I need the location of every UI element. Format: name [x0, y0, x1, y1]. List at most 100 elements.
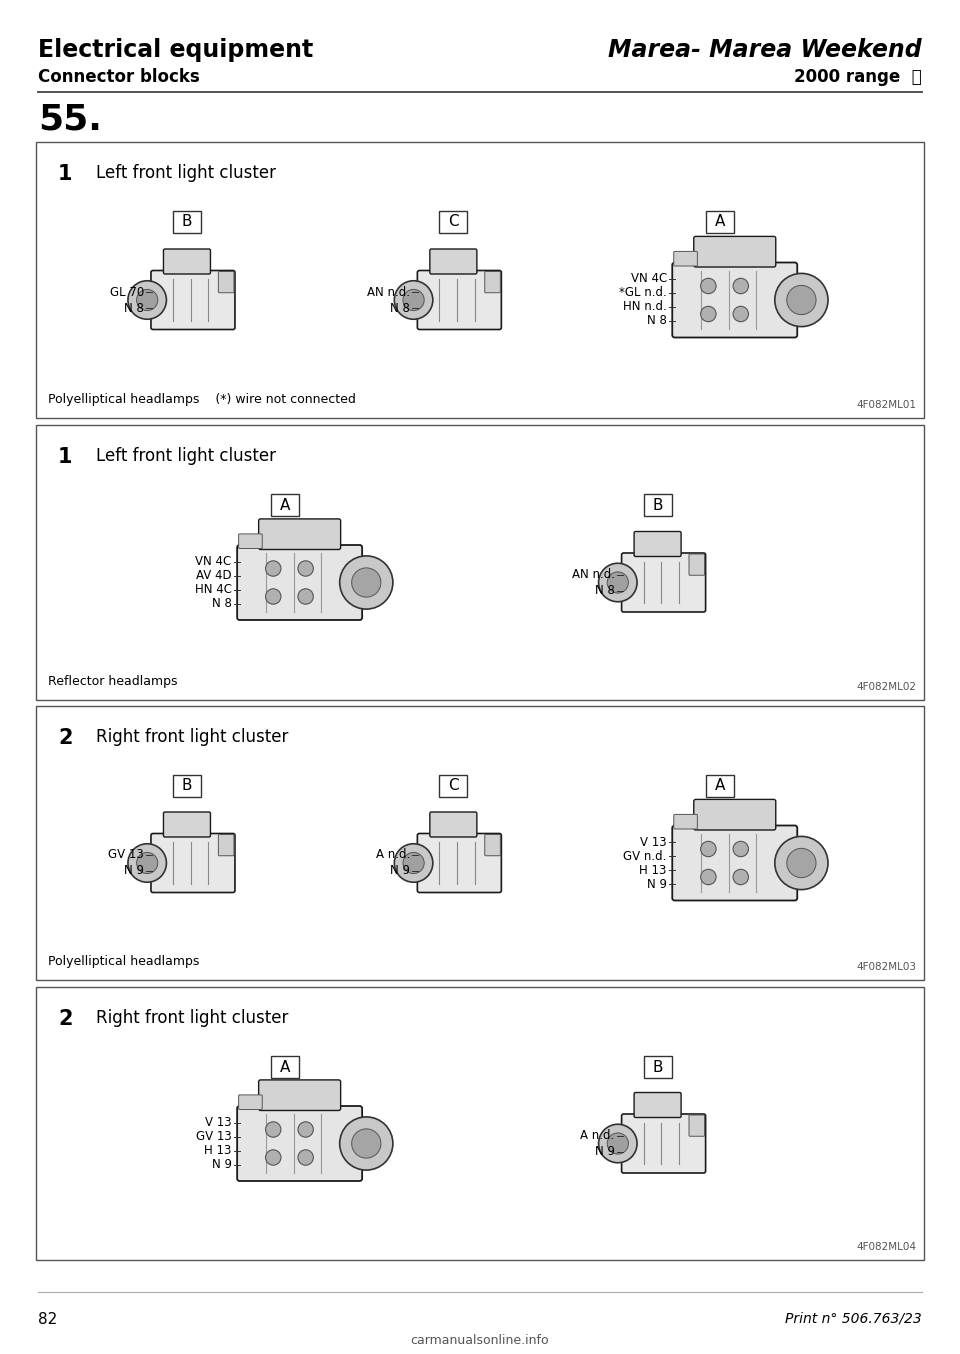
Text: H 13: H 13 [639, 864, 667, 876]
Text: A: A [714, 214, 725, 229]
Circle shape [298, 561, 313, 577]
Circle shape [136, 853, 157, 873]
Circle shape [775, 274, 828, 326]
Circle shape [298, 1122, 313, 1137]
Text: VN 4C: VN 4C [196, 555, 231, 567]
FancyBboxPatch shape [237, 1106, 362, 1181]
Circle shape [351, 567, 381, 597]
Circle shape [340, 556, 393, 609]
Bar [643, 494, 672, 516]
Text: N 8: N 8 [391, 302, 410, 314]
FancyBboxPatch shape [239, 533, 262, 548]
Text: AV 4D: AV 4D [196, 569, 231, 582]
Circle shape [340, 1117, 393, 1170]
Text: GV 13: GV 13 [108, 849, 144, 861]
Text: B: B [181, 214, 192, 229]
Circle shape [403, 290, 424, 310]
Circle shape [733, 279, 749, 294]
Circle shape [298, 589, 313, 604]
Circle shape [128, 844, 166, 883]
Text: Polyelliptical headlamps: Polyelliptical headlamps [48, 956, 200, 968]
Bar [36, 987, 924, 1261]
FancyBboxPatch shape [621, 552, 706, 612]
Circle shape [775, 837, 828, 890]
Text: HN n.d.: HN n.d. [623, 301, 667, 314]
Text: N 9: N 9 [647, 877, 667, 891]
Circle shape [266, 561, 281, 577]
FancyBboxPatch shape [418, 271, 501, 329]
FancyBboxPatch shape [151, 271, 235, 329]
FancyBboxPatch shape [485, 272, 500, 292]
FancyBboxPatch shape [430, 812, 477, 837]
Text: 1: 1 [58, 164, 73, 184]
Text: Left front light cluster: Left front light cluster [96, 447, 276, 464]
Text: B: B [653, 497, 662, 513]
Text: N 8: N 8 [124, 302, 144, 314]
FancyBboxPatch shape [635, 1093, 681, 1117]
FancyBboxPatch shape [237, 546, 362, 620]
Circle shape [266, 1122, 281, 1137]
Text: Connector blocks: Connector blocks [38, 68, 200, 87]
Bar [36, 425, 924, 700]
Text: C: C [448, 779, 459, 793]
Bar [173, 774, 201, 798]
FancyBboxPatch shape [258, 1080, 341, 1110]
Text: 2000 range  Ⓢ: 2000 range Ⓢ [794, 68, 922, 87]
FancyBboxPatch shape [672, 263, 797, 337]
FancyBboxPatch shape [163, 249, 210, 274]
FancyBboxPatch shape [418, 834, 501, 892]
FancyBboxPatch shape [674, 252, 697, 265]
FancyBboxPatch shape [485, 834, 500, 856]
Circle shape [608, 1133, 629, 1154]
Circle shape [701, 841, 716, 857]
Text: 82: 82 [38, 1312, 58, 1327]
Circle shape [403, 853, 424, 873]
Circle shape [787, 849, 816, 877]
Text: A: A [279, 1059, 290, 1075]
Text: 2: 2 [58, 1009, 73, 1029]
FancyBboxPatch shape [218, 272, 234, 292]
Text: *GL n.d.: *GL n.d. [619, 287, 667, 299]
Text: A: A [279, 497, 290, 513]
Text: N 8: N 8 [212, 597, 231, 611]
Text: HN 4C: HN 4C [195, 584, 231, 596]
Text: N 9: N 9 [124, 864, 144, 877]
Text: 4F082ML01: 4F082ML01 [856, 399, 916, 410]
Text: Print n° 506.763/23: Print n° 506.763/23 [785, 1312, 922, 1326]
Bar [643, 1056, 672, 1078]
Text: Left front light cluster: Left front light cluster [96, 164, 276, 181]
Circle shape [599, 563, 637, 601]
Text: V 13: V 13 [205, 1116, 231, 1129]
Circle shape [136, 290, 157, 310]
Circle shape [701, 306, 716, 322]
Text: N 9: N 9 [594, 1145, 614, 1158]
Text: Right front light cluster: Right front light cluster [96, 728, 288, 746]
Circle shape [733, 306, 749, 322]
Bar [706, 774, 733, 798]
Circle shape [128, 280, 166, 320]
FancyBboxPatch shape [694, 799, 776, 830]
Circle shape [733, 841, 749, 857]
Text: Right front light cluster: Right front light cluster [96, 1009, 288, 1026]
Text: B: B [181, 779, 192, 793]
FancyBboxPatch shape [151, 834, 235, 892]
Text: 4F082ML03: 4F082ML03 [856, 961, 916, 972]
FancyBboxPatch shape [672, 826, 797, 900]
Text: 1: 1 [58, 447, 73, 467]
Circle shape [787, 286, 816, 314]
FancyBboxPatch shape [689, 1114, 705, 1136]
FancyBboxPatch shape [163, 812, 210, 837]
Text: B: B [653, 1059, 662, 1075]
Bar [440, 211, 468, 233]
Bar [36, 142, 924, 418]
Bar [271, 1056, 299, 1078]
Circle shape [701, 279, 716, 294]
Circle shape [701, 869, 716, 884]
Text: 4F082ML02: 4F082ML02 [856, 682, 916, 692]
Text: C: C [448, 214, 459, 229]
Bar [440, 774, 468, 798]
FancyBboxPatch shape [218, 834, 234, 856]
FancyBboxPatch shape [258, 519, 341, 550]
Text: N 8: N 8 [647, 314, 667, 328]
Text: AN n.d.: AN n.d. [368, 286, 410, 298]
